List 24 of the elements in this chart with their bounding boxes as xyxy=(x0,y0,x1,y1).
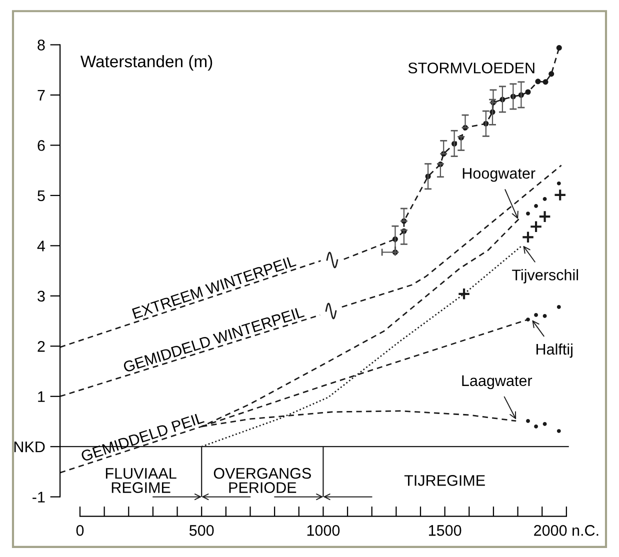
annotation: FLUVIAAL REGIME xyxy=(106,468,176,493)
x-tick-label: 1000 xyxy=(307,525,340,536)
y-tick-label: 5 xyxy=(38,190,45,202)
x-tick-label: 500 xyxy=(189,525,214,536)
y-axis-title: Waterstanden (m) xyxy=(80,55,212,71)
annotation: Tijverschil xyxy=(512,269,578,284)
y-tick-label: NKD xyxy=(14,442,45,452)
y-tick-label: -1 xyxy=(32,492,45,502)
x-tick-label: 0 xyxy=(76,525,84,536)
y-tick-label: 4 xyxy=(37,240,46,252)
annotation: OVERGANGS PERIODE xyxy=(214,468,311,493)
x-tick-label: 1500 xyxy=(428,525,462,536)
y-tick-label: 2 xyxy=(38,341,45,352)
y-tick-label: 7 xyxy=(38,90,45,101)
annotation: Hoogwater xyxy=(462,168,536,182)
x-tick-label: 2000 n.C. xyxy=(534,525,598,536)
y-tick-label: 3 xyxy=(38,290,45,302)
annotation: Halftij xyxy=(536,343,572,358)
y-tick-label: 1 xyxy=(38,391,45,402)
series-label: STORMVLOEDEN xyxy=(408,62,534,74)
annotation: Laagwater xyxy=(462,375,532,390)
annotation: TIJREGIME xyxy=(404,475,485,486)
y-tick-label: 6 xyxy=(38,140,45,151)
y-tick-label: 8 xyxy=(38,40,45,50)
